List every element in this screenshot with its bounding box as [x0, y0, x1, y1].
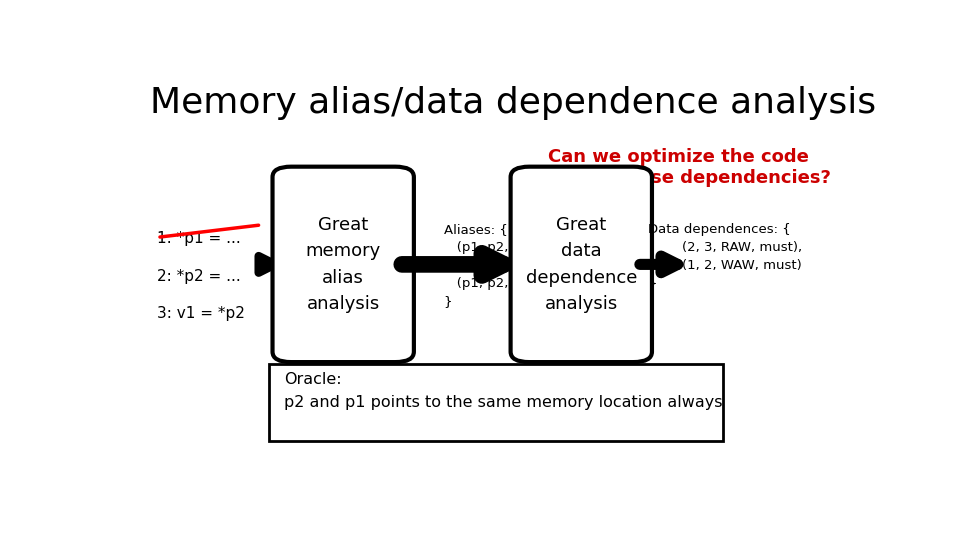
Text: Memory alias/data dependence analysis: Memory alias/data dependence analysis [150, 85, 876, 119]
Text: 3: v1 = *p2: 3: v1 = *p2 [157, 306, 245, 321]
Text: Great
data
dependence
analysis: Great data dependence analysis [525, 216, 637, 313]
Text: 1: *p1 = ...: 1: *p1 = ... [157, 231, 241, 246]
Text: Great
memory
alias
analysis: Great memory alias analysis [305, 216, 381, 313]
FancyBboxPatch shape [269, 364, 723, 441]
Text: Oracle:
p2 and p1 points to the same memory location always: Oracle: p2 and p1 points to the same mem… [283, 373, 722, 410]
Text: 2: *p2 = ...: 2: *p2 = ... [157, 268, 241, 284]
FancyBboxPatch shape [511, 167, 652, 362]
Text: Can we optimize the code
knowing these dependencies?: Can we optimize the code knowing these d… [525, 148, 830, 187]
Text: Aliases: {
   (p1, p2, must, 1)
   (p1, p2, must, 2)
   (p1, p2, must, 3)
}: Aliases: { (p1, p2, must, 1) (p1, p2, mu… [444, 223, 567, 308]
Text: Data dependences: {
        (2, 3, RAW, must),
        (1, 2, WAW, must)
}: Data dependences: { (2, 3, RAW, must), (… [648, 223, 803, 290]
FancyBboxPatch shape [273, 167, 414, 362]
